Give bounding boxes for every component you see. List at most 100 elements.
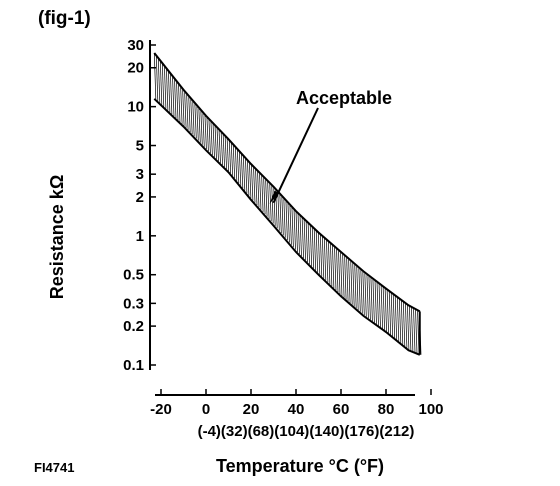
hatch-line (208, 118, 211, 154)
annotations: Acceptable (269, 88, 392, 204)
hatch-line (330, 242, 333, 287)
hatch-line (222, 133, 225, 168)
hatch-line (174, 78, 177, 119)
hatch-line (224, 135, 227, 170)
hatch-line (263, 176, 266, 215)
hatch-line (362, 270, 365, 316)
hatch-line (186, 93, 189, 130)
hatch-line (259, 172, 262, 210)
axes (149, 40, 432, 396)
hatch-line (344, 255, 347, 300)
hatch-line (319, 234, 323, 277)
y-tick-label: 3 (136, 166, 144, 183)
hatch-line (364, 272, 367, 317)
hatch-line (251, 164, 254, 201)
hatch-line (348, 258, 351, 304)
hatch-line (340, 251, 343, 296)
hatch-line (354, 263, 357, 309)
hatch-line (240, 153, 244, 189)
y-tick-label: 0.1 (123, 357, 144, 374)
hatch-line (338, 249, 341, 295)
hatch-line (409, 305, 412, 351)
y-tick-label: 2 (136, 189, 144, 206)
x-tick-label-c: 60 (333, 401, 350, 418)
hatch-line (313, 228, 317, 271)
x-tick-label-f: (-4) (198, 423, 221, 440)
hatch-line (267, 180, 270, 219)
hatch-line (161, 63, 165, 107)
hatch-line (291, 206, 294, 248)
x-tick-labels-f: (-4)(32)(68)(104)(140)(176)(212) (198, 423, 415, 440)
hatch-line (271, 184, 274, 224)
hatch-line (293, 208, 296, 250)
x-tick-label-c: 40 (288, 401, 305, 418)
hatch-line (257, 170, 260, 208)
x-tick-label-c: 20 (243, 401, 260, 418)
hatch-line (366, 273, 369, 319)
hatch-line (299, 215, 302, 257)
hatch-line (289, 204, 292, 245)
hatch-line (204, 114, 207, 150)
y-tick-label: 10 (127, 99, 144, 116)
hatch-line (386, 289, 389, 333)
hatch-line (394, 295, 398, 340)
hatch-line (388, 290, 392, 335)
hatch-line (157, 58, 161, 103)
hatch-line (196, 105, 199, 141)
hatch-line (265, 178, 268, 217)
hatch-line (236, 148, 240, 184)
hatch-line (328, 241, 331, 285)
annotation-arrowhead (269, 190, 280, 204)
hatch-line (390, 292, 394, 337)
hatch-line (407, 304, 410, 350)
hatch-line (283, 197, 286, 238)
hatch-line (358, 267, 361, 312)
hatch-line (309, 224, 313, 267)
hatch-line (368, 275, 371, 320)
hatch-line (398, 298, 402, 343)
hatch-line (232, 144, 236, 179)
hatch-line (218, 129, 221, 164)
hatch-line (382, 286, 385, 330)
hatch-line (200, 109, 203, 145)
x-tick-label-c: 0 (202, 401, 210, 418)
hatch-line (315, 230, 319, 273)
hatch-line (360, 269, 363, 314)
hatch-line (253, 166, 256, 203)
hatch-line (321, 235, 325, 279)
hatch-line (170, 73, 173, 115)
hatch-line (190, 98, 193, 135)
band-lower-curve (153, 98, 421, 356)
hatch-line (247, 159, 250, 196)
y-tick-label: 20 (127, 60, 144, 77)
hatch-line (376, 281, 379, 326)
hatch-line (249, 162, 252, 198)
hatch-line (336, 248, 339, 293)
x-tick-label-c: 80 (378, 401, 395, 418)
hatch-line (153, 52, 157, 99)
hatch-line (380, 284, 383, 329)
hatch-line (342, 253, 345, 298)
figure-code: FI4741 (34, 460, 75, 475)
hatch-line (378, 283, 381, 328)
hatch-line (303, 218, 306, 261)
hatch-line (350, 260, 353, 305)
x-tick-label-f: (104) (274, 423, 309, 440)
hatch-line (202, 112, 205, 147)
hatch-line (226, 137, 229, 172)
hatch-line (212, 122, 215, 158)
hatch-line (301, 216, 304, 259)
hatch-line (415, 309, 418, 354)
hatch-line (155, 55, 159, 101)
hatch-line (166, 68, 169, 111)
hatch-line (192, 100, 195, 137)
hatch-line (210, 120, 213, 156)
hatch-line (326, 239, 329, 283)
hatch-line (279, 193, 282, 234)
hatch-line (216, 127, 219, 162)
band-upper-curve (153, 52, 421, 313)
hatch-line (370, 277, 373, 322)
hatch-line (261, 174, 264, 212)
y-tick-label: 5 (136, 138, 144, 155)
